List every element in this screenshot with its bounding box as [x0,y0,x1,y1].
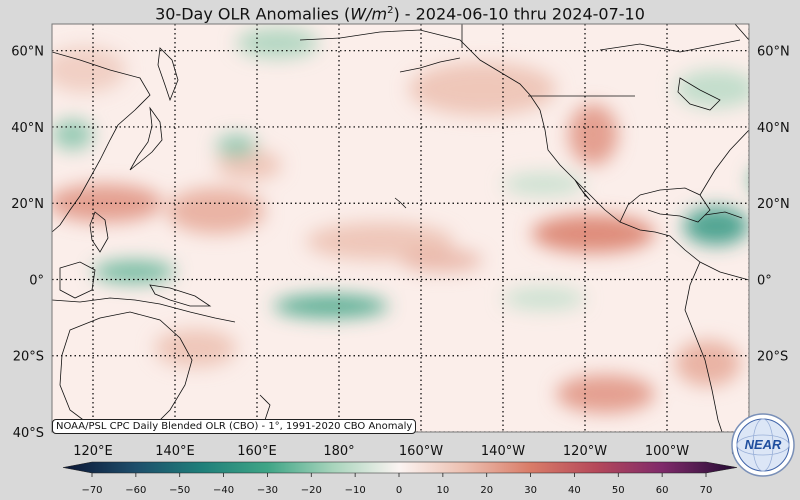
coast-alaska [299,29,541,111]
anomaly-region [400,248,483,272]
latitude-labels-right: 60°N40°N20°N0°20°S40°S [757,45,790,441]
anomaly-region [749,165,790,196]
map-title: 30-Day OLR Anomalies (W/m2) - 2024-06-10… [0,0,800,24]
lat-label-right: 60°N [757,45,790,60]
anomaly-region [166,187,266,234]
title-unit: W/m [350,4,388,24]
logo-text: NEAR [745,437,782,452]
anomaly-region [683,207,749,246]
coast-central-america [619,194,641,223]
title-suffix: ) - 2024-06-10 thru 2024-07-10 [393,4,645,24]
lon-label: 160°E [237,444,277,459]
coast-hawaii [394,197,407,209]
colorbar-tick-label: −20 [301,485,322,496]
colorbar-tick-label: −10 [345,485,366,496]
lat-label-right: 40°N [757,121,790,136]
anomaly-region [216,149,282,181]
lon-label: 100°W [645,444,689,459]
coast-japan [129,106,163,171]
colorbar-tick-label: 40 [568,485,581,496]
lon-label: 120°W [563,444,607,459]
coast-borneo [59,261,96,299]
anomaly-region [52,184,163,223]
anomaly-region [503,287,585,310]
title-prefix: 30-Day OLR Anomalies ( [155,4,351,24]
anomaly-region [675,340,741,387]
anomaly-region [273,294,389,318]
colorbar-tick-label: 30 [524,485,537,496]
coast-philippines [89,211,109,253]
colorbar-tick-label: −70 [81,485,102,496]
colorbar-ticks: −70 −60 −50 −40 −30 −20 −10 0 10 20 30 40 50 60 70 [81,473,712,496]
title-unit-exponent: 2 [387,5,394,16]
coast-australia [59,311,193,432]
coast-kamchatka [157,47,179,102]
lat-label-right: 0° [757,273,772,288]
colorbar-tick-label: 60 [656,485,669,496]
colorbar-tick-label: −40 [213,485,234,496]
anomaly-region [236,27,319,59]
lat-label-left: 40°N [11,121,44,136]
anomaly-region [675,69,749,108]
coast-cuba [704,211,743,219]
coast-baja [574,179,591,201]
data-source-credit: NOAA/PSL CPC Daily Blended OLR (CBO) - 1… [52,419,417,434]
anomaly-region [531,214,655,253]
coast-canada [599,39,741,111]
coast-aleutians [399,57,461,73]
coast-indonesia [52,297,236,323]
coast-gulf [639,187,711,223]
coast-new-guinea [149,284,212,307]
lat-label-left: 40°S [13,426,44,441]
lat-label-left: 60°N [11,45,44,60]
lon-label: 180° [323,444,354,459]
coast-asia [52,51,151,233]
lat-label-right: 20°S [757,350,788,365]
colorbar-tick-label: 70 [700,485,713,496]
lon-label: 160°W [399,444,443,459]
anomaly-region [216,134,257,158]
anomaly-region [568,104,618,166]
coast-greenland [734,24,749,41]
longitude-labels: 120°E140°E160°E180°160°W140°W120°W100°W8… [73,444,767,459]
near-lab-logo: NEAR [731,413,795,477]
latitude-labels-left: 60°N 40°N 20°N 0° 20°S 40°S [11,45,44,441]
coast-east-us [699,129,749,196]
colorbar-tick-label: −60 [125,485,146,496]
colorbar-tick-label: −30 [257,485,278,496]
colorbar: −70 −60 −50 −40 −30 −20 −10 0 10 20 30 40 50 60 70 [62,461,738,496]
anomaly-region [306,222,454,261]
lat-label-right: 20°N [757,197,790,212]
colorbar-bar [62,461,738,474]
colorbar-tick-label: 0 [396,485,402,496]
anomaly-region [503,172,585,196]
colorbar-tick-label: 50 [612,485,625,496]
anomaly-region [52,46,126,93]
colorbar-tick-label: 20 [480,485,493,496]
anomaly-region [408,62,557,116]
anomaly-region [154,329,237,368]
lon-label: 120°E [73,444,113,459]
lat-label-left: 0° [29,273,44,288]
anomaly-region [52,119,93,150]
graticule [52,24,749,432]
anomaly-region [556,374,655,413]
colorbar-tick-label: 10 [436,485,449,496]
lon-label: 140°W [481,444,525,459]
coast-south-america [684,261,723,432]
coastlines [52,24,749,432]
lon-label: 140°E [155,444,195,459]
lat-label-left: 20°N [11,197,44,212]
colorbar-tick-label: −50 [169,485,190,496]
lat-label-left: 20°S [13,350,44,365]
anomaly-region [93,260,175,284]
